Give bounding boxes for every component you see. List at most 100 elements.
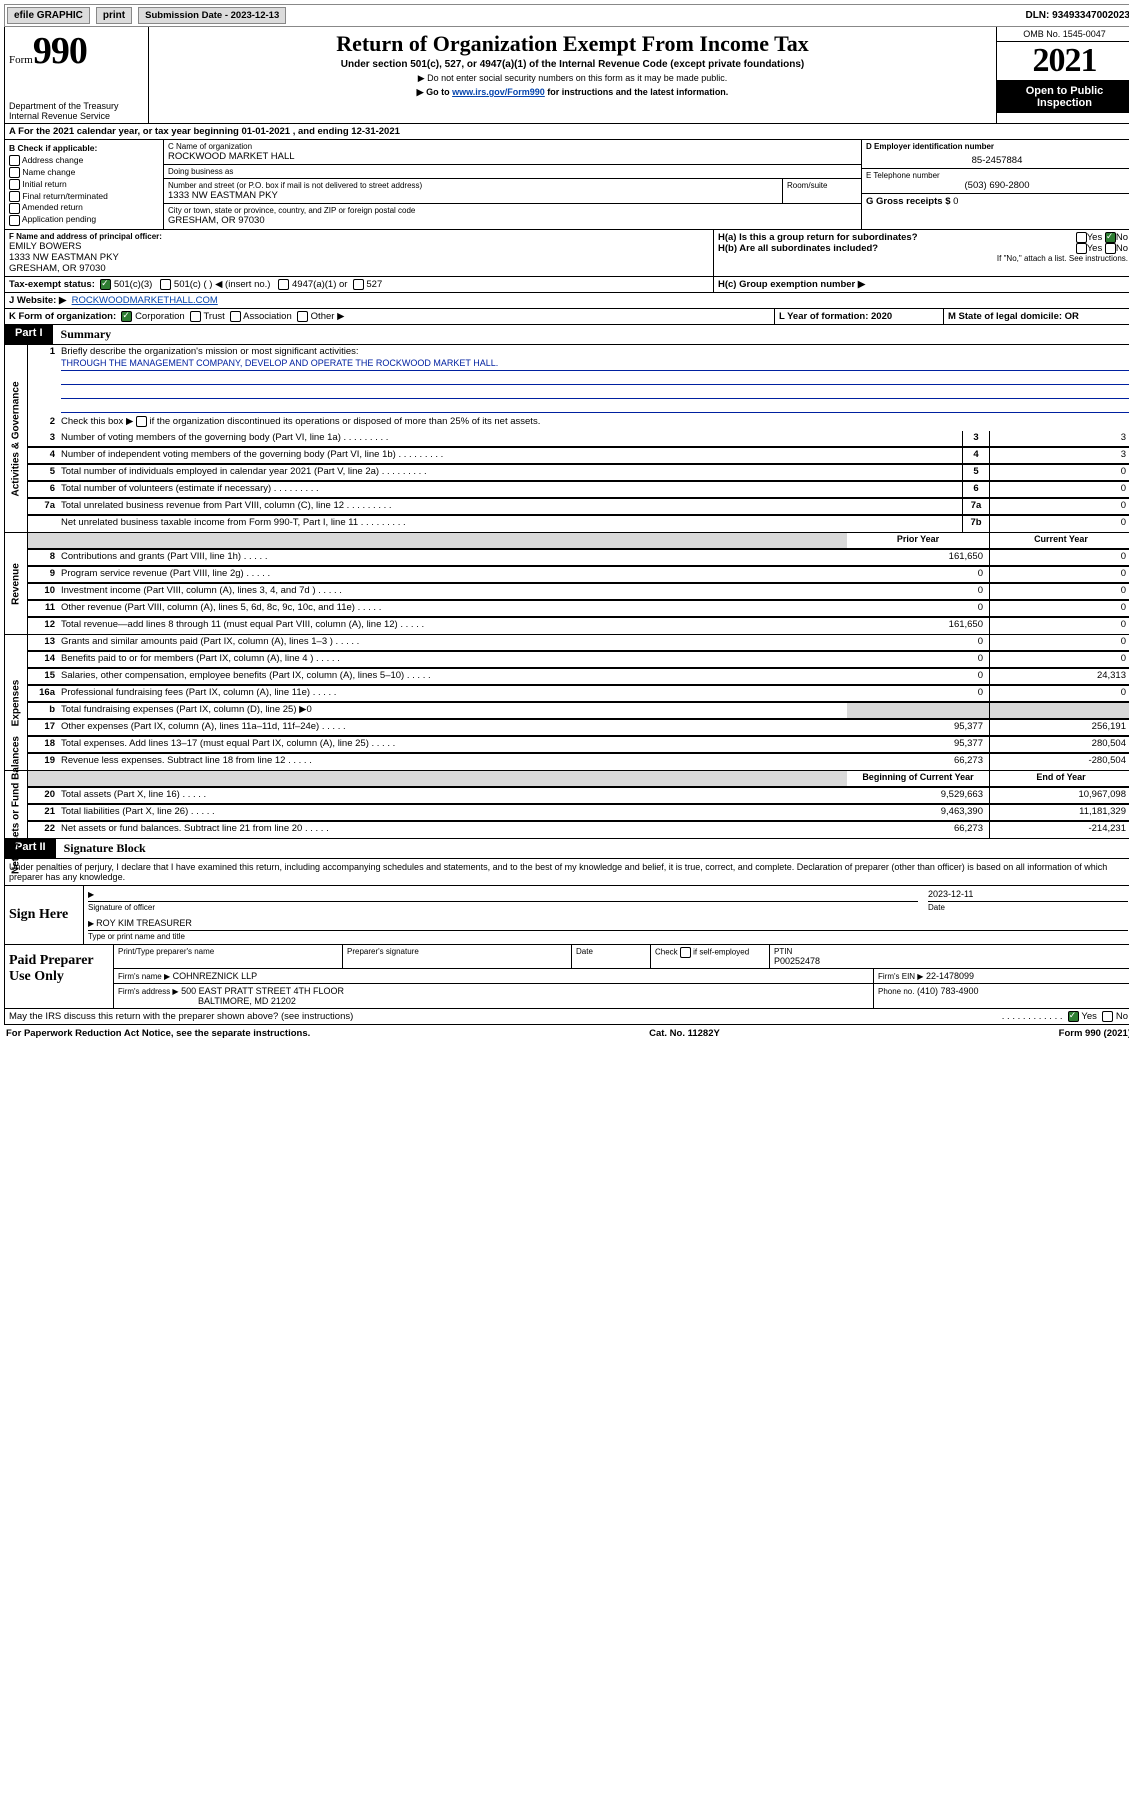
page-footer: For Paperwork Reduction Act Notice, see …	[4, 1025, 1129, 1042]
declaration: Under penalties of perjury, I declare th…	[4, 859, 1129, 886]
sign-here-label: Sign Here	[5, 886, 84, 944]
hb-no-checkbox[interactable]	[1105, 243, 1116, 254]
i-label: Tax-exempt status:	[9, 279, 95, 290]
omb-number: OMB No. 1545-0047	[997, 27, 1129, 42]
ein-label: D Employer identification number	[866, 142, 1128, 151]
table-row: 7a Total unrelated business revenue from…	[28, 499, 1129, 516]
ein-value: 85-2457884	[866, 151, 1128, 166]
firm-addr2: BALTIMORE, MD 21202	[198, 996, 296, 1006]
table-row: 16a Professional fundraising fees (Part …	[28, 686, 1129, 703]
k-opt: Trust	[203, 311, 224, 322]
yes-label: Yes	[1087, 232, 1103, 243]
ha-yes-checkbox[interactable]	[1076, 232, 1087, 243]
table-row: 15 Salaries, other compensation, employe…	[28, 669, 1129, 686]
no-label: No	[1116, 243, 1128, 254]
m-label: M State of legal domicile: OR	[948, 311, 1079, 322]
preparer-label: Paid Preparer Use Only	[5, 945, 114, 1008]
b-opt: Application pending	[22, 214, 96, 224]
table-row: 18 Total expenses. Add lines 13–17 (must…	[28, 737, 1129, 754]
527-checkbox[interactable]	[353, 279, 364, 290]
gross-receipts-value: 0	[953, 196, 958, 207]
part1-label: Part I	[5, 325, 53, 344]
trust-checkbox[interactable]	[190, 311, 201, 322]
table-row: 17 Other expenses (Part IX, column (A), …	[28, 720, 1129, 737]
date-label: Date	[928, 903, 1128, 912]
preparer-block: Paid Preparer Use Only Print/Type prepar…	[4, 945, 1129, 1009]
self-employed-checkbox[interactable]	[680, 947, 691, 958]
q2-checkbox[interactable]	[136, 416, 147, 427]
yes-label: Yes	[1087, 243, 1103, 254]
print-button[interactable]: print	[96, 7, 132, 24]
org-info-block: B Check if applicable: Address change Na…	[4, 140, 1129, 230]
section-b: B Check if applicable: Address change Na…	[5, 140, 164, 229]
table-row: 20 Total assets (Part X, line 16) . . . …	[28, 788, 1129, 805]
firm-label: Firm's name ▶	[118, 972, 170, 981]
ha-no-checkbox[interactable]	[1105, 232, 1116, 243]
firm-addr1: 500 EAST PRATT STREET 4TH FLOOR	[181, 986, 344, 996]
table-row: 13 Grants and similar amounts paid (Part…	[28, 635, 1129, 652]
501c3-checkbox[interactable]	[100, 279, 111, 290]
other-checkbox[interactable]	[297, 311, 308, 322]
prep-date-label: Date	[576, 947, 646, 956]
table-row: 19 Revenue less expenses. Subtract line …	[28, 754, 1129, 770]
firm-name: COHNREZNICK LLP	[173, 971, 258, 981]
efile-button[interactable]: efile GRAPHIC	[7, 7, 90, 24]
gross-receipts-label: G Gross receipts $	[866, 196, 950, 207]
top-toolbar: efile GRAPHIC print Submission Date - 20…	[4, 4, 1129, 27]
f-h-block: F Name and address of principal officer:…	[4, 230, 1129, 325]
discuss-yes-checkbox[interactable]	[1068, 1011, 1079, 1022]
final-return-checkbox[interactable]	[9, 191, 20, 202]
4947-checkbox[interactable]	[278, 279, 289, 290]
instructions-link[interactable]: www.irs.gov/Form990	[452, 87, 545, 97]
hb-note: If "No," attach a list. See instructions…	[718, 254, 1128, 263]
firm-addr-label: Firm's address ▶	[118, 987, 179, 996]
irs-label: Internal Revenue Service	[9, 111, 144, 121]
tax-year: 2021	[997, 42, 1129, 81]
col-eoy: End of Year	[989, 771, 1129, 787]
footer-left: For Paperwork Reduction Act Notice, see …	[6, 1028, 310, 1039]
part1-title: Summary	[53, 325, 120, 344]
officer-name: EMILY BOWERS	[9, 241, 709, 252]
table-row: 6 Total number of volunteers (estimate i…	[28, 482, 1129, 499]
table-row: 4 Number of independent voting members o…	[28, 448, 1129, 465]
hb-label: H(b) Are all subordinates included?	[718, 243, 1076, 254]
k-opt: Other ▶	[311, 311, 345, 322]
addr-label: Number and street (or P.O. box if mail i…	[168, 181, 778, 190]
discuss-no-checkbox[interactable]	[1102, 1011, 1113, 1022]
officer-addr: 1333 NW EASTMAN PKY	[9, 252, 709, 263]
b-opt: Final return/terminated	[22, 191, 108, 201]
dba-label: Doing business as	[168, 167, 857, 176]
form-990-label: Form990	[9, 29, 144, 73]
dept-label: Department of the Treasury	[9, 101, 144, 111]
section-deg: D Employer identification number 85-2457…	[861, 140, 1129, 229]
table-row: 3 Number of voting members of the govern…	[28, 431, 1129, 448]
part1-revenue: Revenue Prior Year Current Year 8 Contri…	[4, 533, 1129, 635]
signature-line[interactable]	[88, 889, 918, 902]
website-link[interactable]: ROCKWOODMARKETHALL.COM	[72, 295, 218, 306]
i-opt: 501(c)(3)	[114, 279, 153, 290]
i-opt: 4947(a)(1) or	[292, 279, 347, 290]
addr-change-checkbox[interactable]	[9, 155, 20, 166]
k-label: K Form of organization:	[9, 311, 116, 322]
b-label: B Check if applicable:	[9, 143, 159, 155]
date-value: 2023-12-11	[928, 889, 1128, 902]
part1-netassets: Net Assets or Fund Balances Beginning of…	[4, 771, 1129, 839]
mission-line	[61, 372, 1129, 385]
submission-date: Submission Date - 2023-12-13	[138, 7, 286, 24]
firm-ein-label: Firm's EIN ▶	[878, 972, 923, 981]
hc-label: H(c) Group exemption number ▶	[718, 279, 865, 290]
mission-text: THROUGH THE MANAGEMENT COMPANY, DEVELOP …	[61, 358, 1129, 371]
hb-yes-checkbox[interactable]	[1076, 243, 1087, 254]
501c-checkbox[interactable]	[160, 279, 171, 290]
amended-return-checkbox[interactable]	[9, 203, 20, 214]
app-pending-checkbox[interactable]	[9, 215, 20, 226]
initial-return-checkbox[interactable]	[9, 179, 20, 190]
room-label: Room/suite	[787, 181, 857, 190]
dln: DLN: 93493347002023	[1025, 10, 1129, 21]
name-change-checkbox[interactable]	[9, 167, 20, 178]
part1-expenses: Expenses 13 Grants and similar amounts p…	[4, 635, 1129, 771]
table-row: 5 Total number of individuals employed i…	[28, 465, 1129, 482]
corp-checkbox[interactable]	[121, 311, 132, 322]
assoc-checkbox[interactable]	[230, 311, 241, 322]
prep-name-label: Print/Type preparer's name	[118, 947, 338, 956]
